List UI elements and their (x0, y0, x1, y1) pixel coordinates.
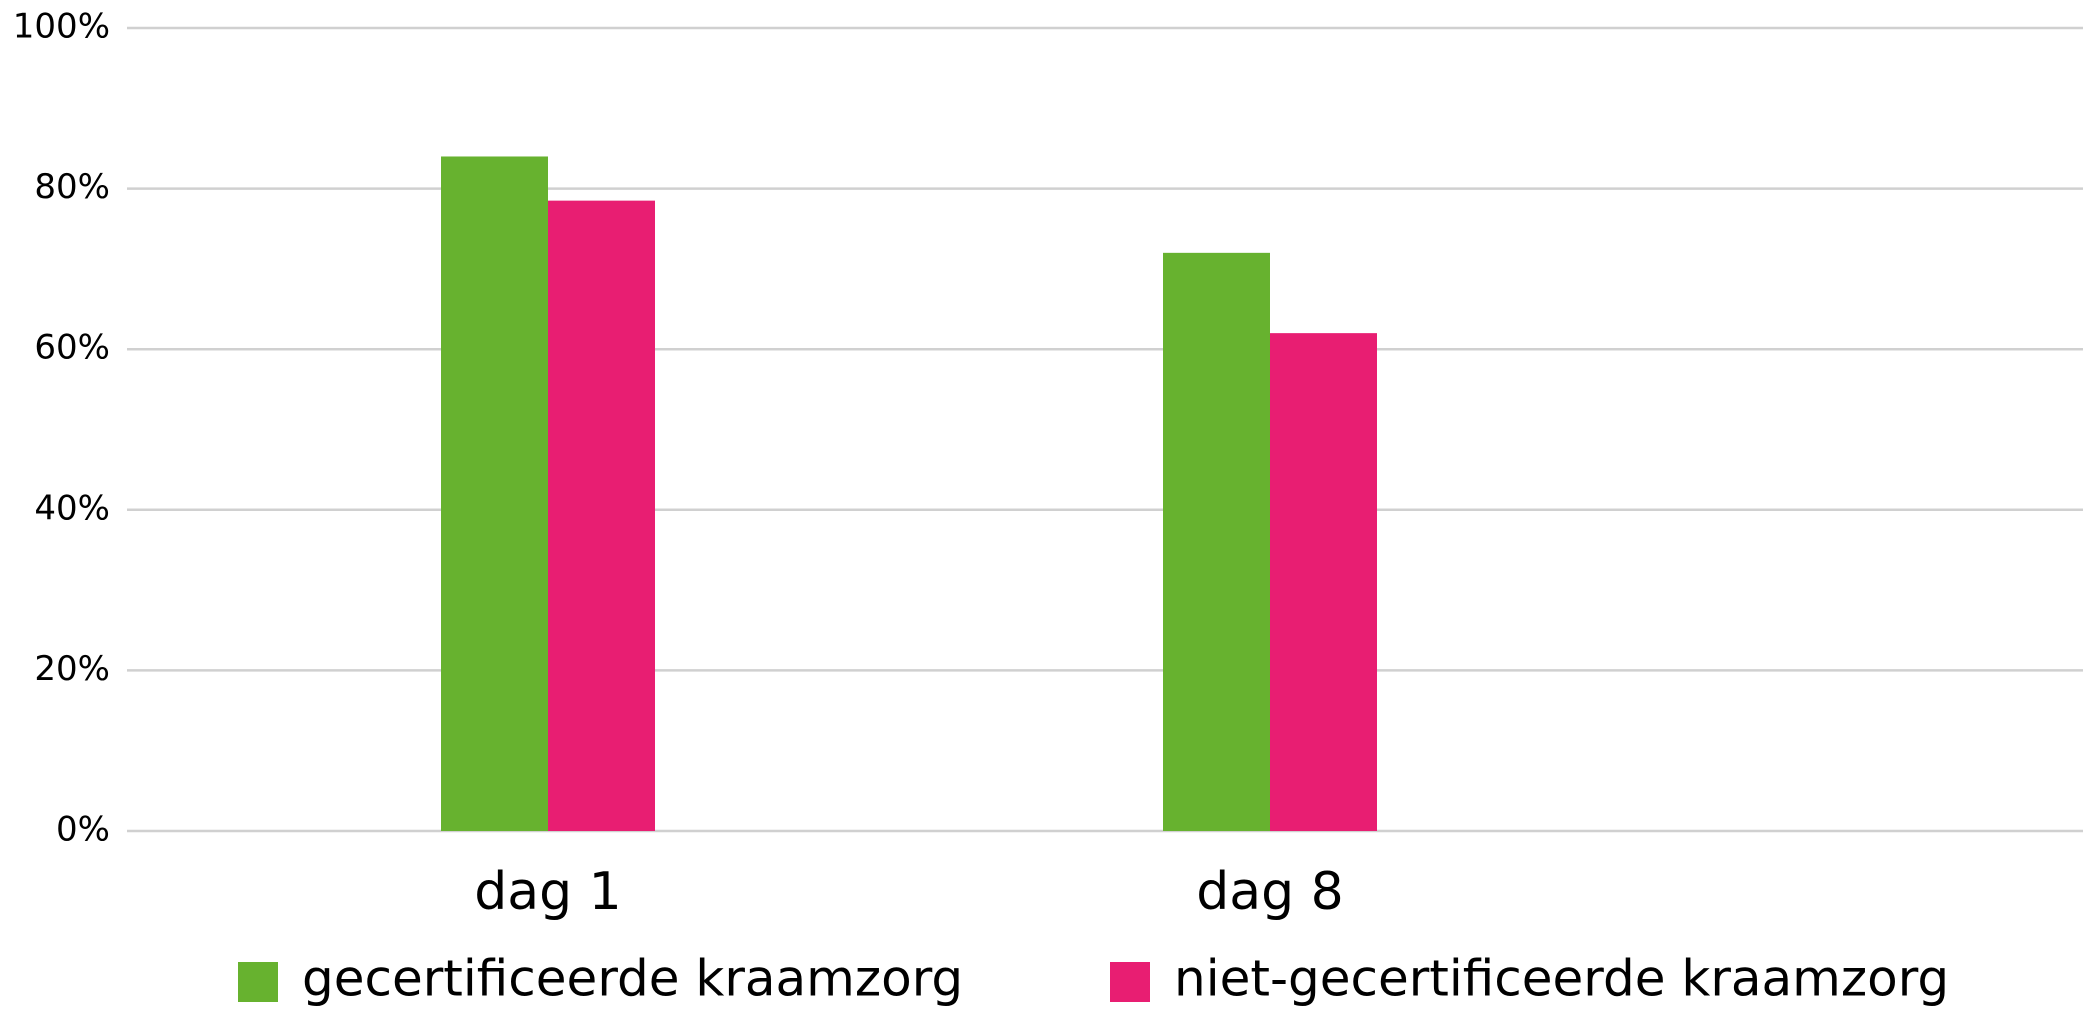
legend-label: gecertificeerde kraamzorg (302, 950, 963, 1008)
y-tick-label: 80% (34, 167, 110, 207)
legend-swatch (1110, 962, 1150, 1002)
y-tick-label: 20% (34, 649, 110, 689)
bar (1163, 252, 1270, 832)
x-tick-label: dag 1 (474, 862, 622, 922)
y-tick-label: 100% (13, 7, 110, 47)
y-tick-label: 40% (34, 488, 110, 528)
legend-label: niet-gecertificeerde kraamzorg (1174, 950, 1949, 1008)
y-tick-label: 60% (34, 328, 110, 368)
bar (548, 200, 655, 831)
legend-swatch (238, 962, 278, 1002)
bar (1270, 333, 1377, 831)
bar (441, 156, 548, 832)
y-tick-label: 0% (56, 810, 110, 850)
x-tick-label: dag 8 (1196, 862, 1344, 922)
